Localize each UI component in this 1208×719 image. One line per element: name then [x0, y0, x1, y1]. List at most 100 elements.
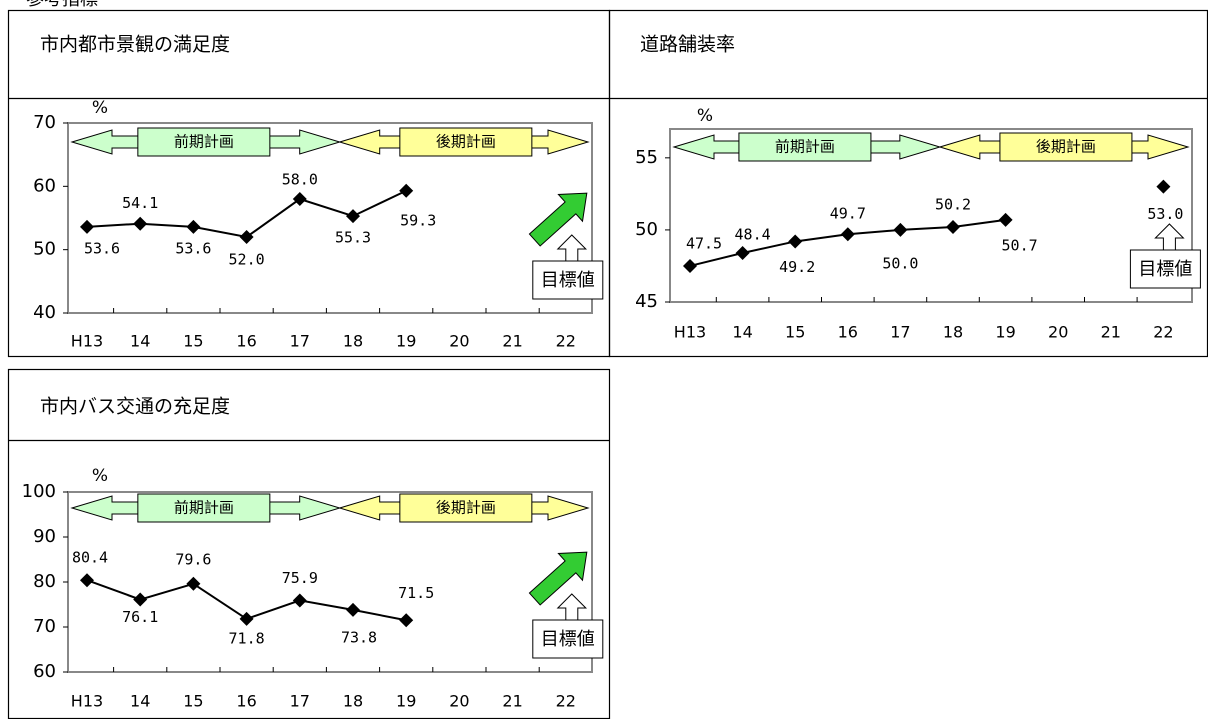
x-tick-label: 20: [1048, 323, 1068, 342]
value-label: 50.7: [1002, 236, 1038, 254]
target-label: 目標値: [1138, 259, 1192, 280]
data-point: [186, 576, 201, 591]
target-label: 目標値: [541, 629, 595, 650]
y-tick-label: 100: [22, 481, 56, 502]
data-point: [735, 245, 750, 260]
value-label: 80.4: [72, 549, 108, 567]
x-tick-label: 18: [343, 692, 363, 711]
x-tick-label: 19: [396, 692, 416, 711]
x-tick-label: 18: [943, 323, 963, 342]
target-arrow: [528, 192, 588, 247]
value-label: 50.2: [935, 196, 971, 214]
target-box: [532, 619, 604, 659]
y-tick-label: 60: [33, 175, 56, 196]
value-label: 73.8: [341, 628, 377, 646]
value-label: 53.6: [175, 239, 211, 257]
x-tick-label: 14: [130, 332, 150, 351]
data-point: [239, 230, 254, 244]
y-tick-label: 55: [635, 147, 658, 168]
y-tick-label: 50: [33, 239, 56, 260]
x-tick-label: 16: [838, 323, 858, 342]
y-tick-label: 90: [33, 526, 56, 547]
target-box: [1129, 249, 1201, 289]
y-tick-label: 40: [33, 302, 56, 323]
value-label: 71.8: [229, 629, 265, 647]
data-point: [946, 220, 960, 235]
target-arrow: [528, 551, 588, 606]
period-label: 後期計画: [1036, 138, 1096, 156]
target-label: 目標値: [541, 270, 595, 291]
target-box: [532, 260, 604, 300]
x-tick-label: 22: [556, 692, 576, 711]
x-tick-label: 18: [343, 332, 363, 351]
value-label: 50.0: [882, 254, 918, 272]
x-tick-label: 15: [183, 692, 203, 711]
x-tick-label: 22: [556, 332, 576, 351]
x-tick-label: 17: [890, 323, 910, 342]
y-tick-label: 70: [33, 112, 56, 133]
period-label: 前期計画: [775, 138, 835, 156]
y-tick-label: 80: [33, 571, 56, 592]
x-tick-label: 16: [236, 332, 256, 351]
period-label: 前期計画: [174, 499, 234, 517]
x-tick-label: 21: [1101, 323, 1121, 342]
period-label: 後期計画: [436, 133, 496, 151]
callout-arrow: [1154, 223, 1185, 251]
period-box: [399, 493, 533, 523]
data-point: [346, 602, 360, 617]
chart-title: 市内都市景観の満足度: [40, 34, 230, 56]
period-box: [738, 132, 872, 162]
value-label: 49.7: [830, 205, 866, 223]
data-point: [683, 258, 697, 273]
data-point: [788, 234, 803, 249]
data-point: [80, 573, 94, 588]
y-tick-label: 45: [635, 291, 658, 312]
x-tick-label: 21: [502, 692, 522, 711]
period-label: 後期計画: [436, 499, 496, 517]
period-box: [137, 127, 271, 157]
x-tick-label: 14: [130, 692, 150, 711]
data-point: [80, 219, 94, 234]
x-tick-label: H13: [674, 323, 706, 342]
value-label: 79.6: [175, 550, 211, 568]
data-point: [399, 183, 414, 198]
data-point: [133, 592, 148, 607]
x-tick-label: 17: [290, 692, 310, 711]
data-point: [292, 192, 307, 206]
frames: [7, 9, 1208, 719]
x-tick-label: 19: [995, 323, 1015, 342]
data-point: [346, 209, 360, 224]
period-box: [999, 132, 1133, 162]
x-tick-label: 14: [732, 323, 752, 342]
value-label: 48.4: [735, 225, 771, 243]
callout-arrow: [556, 234, 588, 262]
value-label: 54.1: [122, 194, 158, 212]
target-value-label: 53.0: [1147, 205, 1183, 223]
value-label: 47.5: [686, 234, 722, 252]
x-tick-label: 15: [183, 332, 203, 351]
data-point: [239, 611, 254, 626]
target-arrow-shape: [528, 551, 588, 606]
data-point: [893, 222, 908, 237]
y-tick-label: 50: [635, 219, 658, 240]
y-tick-label: 70: [33, 616, 56, 637]
x-tick-label: 19: [396, 332, 416, 351]
period-label: 前期計画: [174, 133, 234, 151]
x-tick-label: H13: [71, 692, 103, 711]
y-unit: %: [697, 106, 713, 126]
value-label: 75.9: [282, 569, 318, 587]
chart-title: 道路舗装率: [640, 34, 735, 56]
data-point: [399, 613, 414, 628]
x-tick-label: 20: [449, 692, 469, 711]
x-tick-label: 17: [290, 332, 310, 351]
value-label: 55.3: [335, 229, 371, 247]
data-point: [840, 227, 855, 242]
target-point: [1156, 179, 1171, 194]
period-box: [137, 493, 271, 523]
value-label: 49.2: [779, 258, 815, 276]
x-tick-label: H13: [71, 332, 103, 351]
data-point: [186, 219, 201, 234]
data-point: [292, 593, 307, 608]
x-tick-label: 21: [502, 332, 522, 351]
